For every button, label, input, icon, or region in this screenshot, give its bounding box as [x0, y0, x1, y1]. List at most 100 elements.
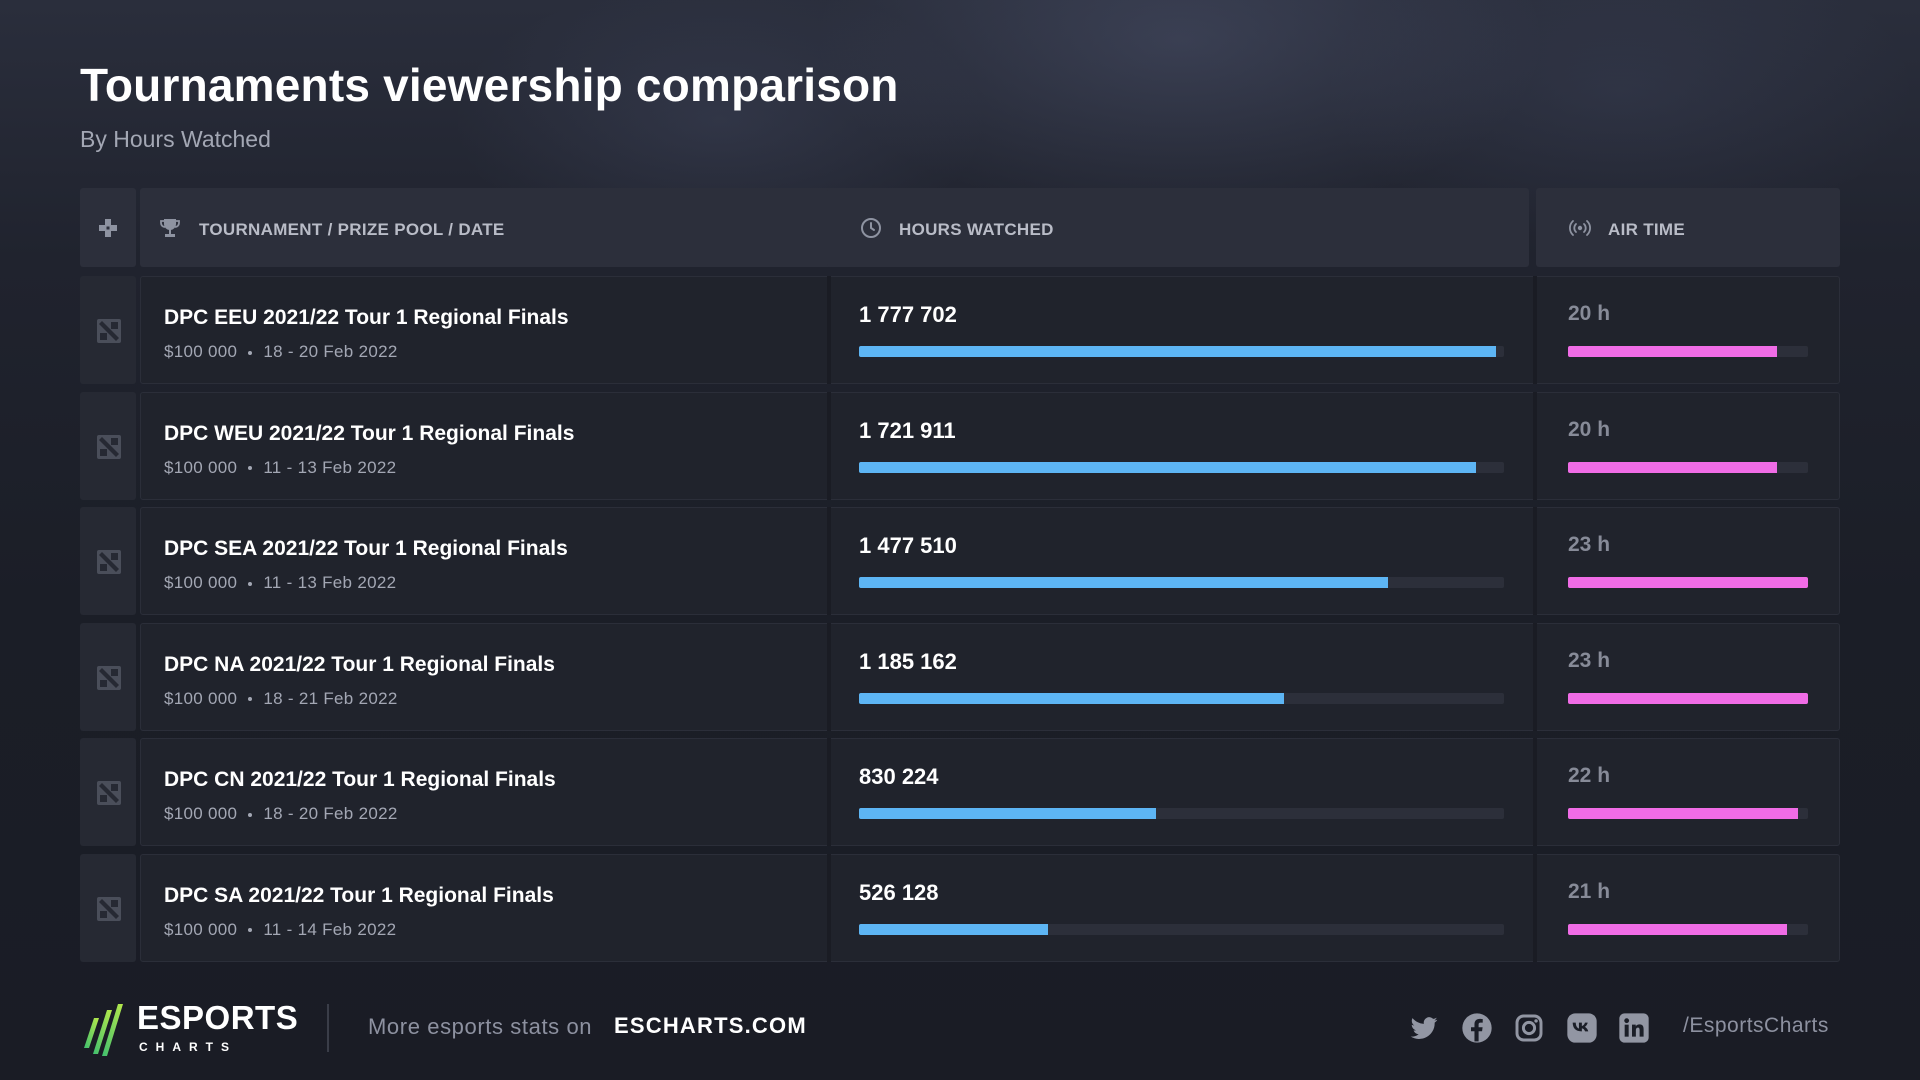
- dota2-game-icon: [97, 319, 121, 343]
- broadcast-icon: [1569, 220, 1591, 236]
- hours-bar: [859, 692, 1284, 704]
- tournament-date: 11 - 14 Feb 2022: [263, 919, 397, 939]
- tournament-date: 18 - 21 Feb 2022: [263, 688, 398, 708]
- column-separator: [827, 738, 831, 846]
- hours-bar-track: [859, 808, 1504, 819]
- table-row[interactable]: DPC WEU 2021/22 Tour 1 Regional Finals $…: [80, 391, 1840, 500]
- tournament-name[interactable]: DPC SEA 2021/22 Tour 1 Regional Finals: [164, 537, 568, 560]
- hours-watched-value: 1 721 911: [859, 417, 956, 443]
- column-separator: [827, 853, 831, 962]
- tournament-name[interactable]: DPC WEU 2021/22 Tour 1 Regional Finals: [164, 421, 575, 445]
- column-separator: [1533, 276, 1537, 384]
- gamepad-icon: [99, 219, 117, 237]
- air-time-bar: [1568, 692, 1808, 704]
- game-cell: [80, 276, 136, 384]
- hours-bar: [859, 808, 1157, 819]
- air-time-value: 20 h: [1568, 417, 1611, 441]
- air-time-bar-track: [1568, 346, 1808, 357]
- game-cell: [80, 391, 136, 500]
- tournament-meta: $100 000 11 - 13 Feb 2022: [164, 573, 396, 593]
- prize-pool: $100 000: [164, 804, 238, 823]
- column-separator: [827, 507, 831, 615]
- air-time-value: 23 h: [1568, 648, 1611, 672]
- hours-watched-value: 830 224: [859, 764, 939, 789]
- game-cell: [80, 853, 136, 962]
- air-time-value: 22 h: [1568, 764, 1611, 787]
- air-time-value: 23 h: [1568, 533, 1611, 556]
- dota2-game-icon: [97, 896, 121, 921]
- instagram-icon[interactable]: [1513, 1012, 1545, 1044]
- meta-separator-dot: [248, 928, 253, 933]
- social-handle: /EsportsCharts: [1683, 1014, 1829, 1037]
- page-title: Tournaments viewership comparison: [80, 59, 899, 111]
- tournament-name[interactable]: DPC SA 2021/22 Tour 1 Regional Finals: [164, 883, 554, 907]
- brand-wordmark: ESPORTS: [137, 999, 299, 1036]
- air-time-bar-track: [1568, 808, 1808, 819]
- dota2-game-icon: [97, 781, 121, 805]
- air-time-bar: [1568, 808, 1798, 819]
- more-stats-text: More esports stats on: [368, 1014, 593, 1039]
- tournament-date: 18 - 20 Feb 2022: [263, 804, 398, 823]
- column-separator: [1533, 738, 1537, 846]
- row-content: [140, 391, 1840, 500]
- table-row[interactable]: DPC CN 2021/22 Tour 1 Regional Finals $1…: [80, 738, 1840, 846]
- air-time-value: 21 h: [1568, 879, 1611, 903]
- hours-bar-track: [859, 461, 1504, 473]
- air-time-bar: [1568, 923, 1788, 935]
- tournament-name[interactable]: DPC NA 2021/22 Tour 1 Regional Finals: [164, 652, 555, 676]
- table-row[interactable]: DPC EEU 2021/22 Tour 1 Regional Finals $…: [80, 276, 1840, 384]
- hours-watched-value: 1 777 702: [859, 302, 957, 327]
- column-separator: [1533, 507, 1537, 615]
- air-time-bar-track: [1568, 923, 1808, 935]
- prize-pool: $100 000: [164, 457, 238, 477]
- game-cell: [80, 622, 136, 731]
- hours-watched-value: 526 128: [859, 879, 939, 905]
- tournament-name[interactable]: DPC CN 2021/22 Tour 1 Regional Finals: [164, 768, 556, 791]
- facebook-icon[interactable]: [1461, 1012, 1493, 1044]
- prize-pool: $100 000: [164, 573, 238, 592]
- meta-separator-dot: [248, 581, 253, 586]
- air-time-bar-track: [1568, 577, 1808, 588]
- row-content: [140, 507, 1840, 615]
- column-separator: [1533, 622, 1537, 731]
- air-time-bar: [1568, 577, 1808, 588]
- table-row[interactable]: DPC SA 2021/22 Tour 1 Regional Finals $1…: [80, 853, 1840, 962]
- row-content: [140, 622, 1840, 731]
- brand-subword: CHARTS: [139, 1040, 237, 1054]
- dota2-game-icon: [97, 434, 121, 459]
- hours-watched-value: 1 185 162: [859, 648, 957, 674]
- air-time-bar: [1568, 461, 1777, 473]
- row-content: [140, 276, 1840, 384]
- tournament-meta: $100 000 11 - 13 Feb 2022: [164, 458, 396, 478]
- prize-pool: $100 000: [164, 342, 238, 361]
- column-separator: [827, 276, 831, 384]
- header-game-cell: [80, 188, 136, 267]
- air-time-bar: [1568, 346, 1777, 357]
- vk-icon[interactable]: [1566, 1012, 1598, 1044]
- site-link[interactable]: ESCHARTS.COM: [614, 1013, 807, 1038]
- table-row[interactable]: DPC SEA 2021/22 Tour 1 Regional Finals $…: [80, 507, 1840, 615]
- tournament-name[interactable]: DPC EEU 2021/22 Tour 1 Regional Finals: [164, 306, 569, 329]
- tournament-meta: $100 000 18 - 20 Feb 2022: [164, 342, 398, 362]
- column-header-hours: HOURS WATCHED: [899, 220, 1054, 239]
- tournament-meta: $100 000 18 - 20 Feb 2022: [164, 804, 398, 824]
- linkedin-icon[interactable]: [1618, 1012, 1650, 1044]
- meta-separator-dot: [248, 812, 253, 817]
- hours-bar: [859, 923, 1048, 935]
- meta-separator-dot: [248, 466, 253, 471]
- hours-bar-track: [859, 692, 1504, 704]
- twitter-icon[interactable]: [1408, 1012, 1440, 1044]
- column-header-airtime: AIR TIME: [1608, 220, 1686, 239]
- footer: ESPORTS CHARTS More esports stats on ESC…: [0, 990, 1920, 1060]
- table-row[interactable]: DPC NA 2021/22 Tour 1 Regional Finals $1…: [80, 622, 1840, 731]
- air-time-bar-track: [1568, 461, 1808, 473]
- column-header-tournament: TOURNAMENT / PRIZE POOL / DATE: [199, 220, 505, 239]
- game-cell: [80, 507, 136, 615]
- game-cell: [80, 738, 136, 846]
- prize-pool: $100 000: [164, 919, 238, 939]
- tournament-date: 11 - 13 Feb 2022: [263, 573, 397, 592]
- tournament-date: 18 - 20 Feb 2022: [263, 342, 398, 361]
- page-subtitle: By Hours Watched: [80, 126, 271, 152]
- hours-bar-track: [859, 923, 1504, 935]
